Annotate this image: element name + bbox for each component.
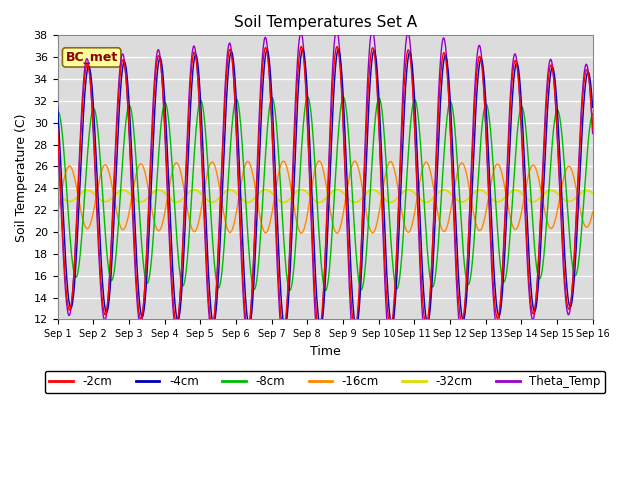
-8cm [304,94,312,100]
-4cm [264,48,271,53]
Theta_Temp [264,46,271,51]
-32cm [298,187,305,192]
-16cm [54,209,61,215]
-4cm [172,308,180,313]
-16cm [316,158,323,164]
-32cm [54,191,61,196]
-2cm [276,308,284,313]
Legend: -2cm, -4cm, -8cm, -16cm, -32cm, Theta_Temp: -2cm, -4cm, -8cm, -16cm, -32cm, Theta_Te… [45,371,605,393]
-8cm [276,183,284,189]
-32cm [589,191,596,196]
Theta_Temp [408,62,415,68]
-16cm [276,163,284,169]
-16cm [542,214,550,219]
-2cm [172,319,180,324]
X-axis label: Time: Time [310,345,340,358]
-8cm [542,229,550,235]
-32cm [316,200,323,205]
-2cm [298,44,305,49]
Theta_Temp [276,323,284,328]
-32cm [408,188,415,193]
-2cm [589,127,596,132]
Line: -16cm: -16cm [58,161,593,233]
-2cm [264,52,271,58]
-8cm [264,124,271,130]
Theta_Temp [496,310,504,315]
-4cm [542,138,550,144]
Line: Theta_Temp: Theta_Temp [58,30,593,348]
-16cm [264,228,271,234]
-32cm [496,199,504,204]
-2cm [496,305,504,311]
-4cm [299,46,307,52]
-16cm [408,223,415,229]
Theta_Temp [351,345,358,350]
-2cm [408,71,415,76]
-8cm [496,256,504,262]
-4cm [496,312,504,317]
-32cm [172,199,180,205]
Theta_Temp [172,325,180,331]
-8cm [172,219,180,225]
-16cm [589,209,596,215]
-4cm [408,57,415,63]
Text: BC_met: BC_met [65,51,118,64]
-32cm [264,187,271,193]
-16cm [172,160,180,166]
-32cm [276,199,284,204]
-32cm [542,190,550,195]
Y-axis label: Soil Temperature (C): Soil Temperature (C) [15,113,28,241]
-8cm [54,109,61,115]
-2cm [54,125,61,131]
-8cm [408,110,415,116]
Line: -4cm: -4cm [58,49,593,327]
-4cm [589,105,596,110]
-8cm [322,288,330,293]
Theta_Temp [54,130,61,135]
Theta_Temp [589,131,596,136]
Line: -8cm: -8cm [58,97,593,290]
-4cm [54,103,61,108]
Theta_Temp [542,100,550,106]
-16cm [298,230,305,236]
-8cm [589,111,596,117]
Line: -32cm: -32cm [58,190,593,203]
-4cm [276,285,284,290]
Theta_Temp [333,27,340,33]
-2cm [542,110,550,116]
-16cm [496,164,504,169]
Line: -2cm: -2cm [58,47,593,330]
-2cm [316,327,323,333]
-4cm [317,324,324,330]
Title: Soil Temperatures Set A: Soil Temperatures Set A [234,15,417,30]
